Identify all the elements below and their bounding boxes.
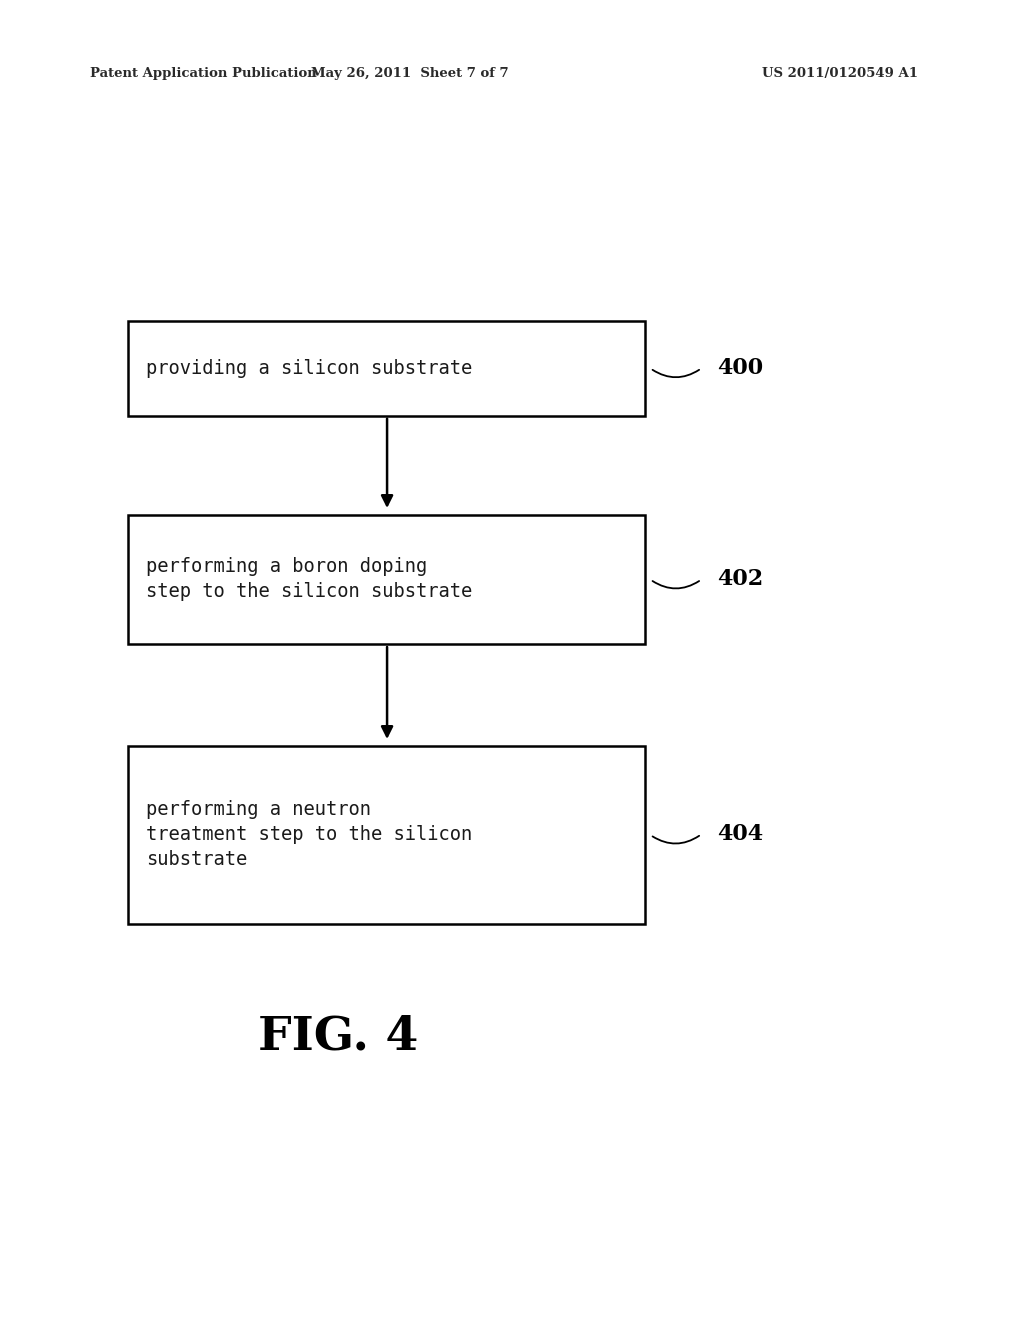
- Bar: [128, 321, 645, 416]
- Text: FIG. 4: FIG. 4: [258, 1014, 418, 1059]
- Text: US 2011/0120549 A1: US 2011/0120549 A1: [762, 67, 918, 81]
- Bar: [128, 746, 645, 924]
- Text: providing a silicon substrate: providing a silicon substrate: [146, 359, 473, 378]
- Text: 402: 402: [717, 569, 763, 590]
- Text: performing a boron doping
step to the silicon substrate: performing a boron doping step to the si…: [146, 557, 473, 602]
- Text: 400: 400: [717, 358, 763, 379]
- Bar: [128, 515, 645, 644]
- Text: Patent Application Publication: Patent Application Publication: [90, 67, 316, 81]
- Text: May 26, 2011  Sheet 7 of 7: May 26, 2011 Sheet 7 of 7: [311, 67, 508, 81]
- Text: 404: 404: [717, 824, 763, 845]
- Text: performing a neutron
treatment step to the silicon
substrate: performing a neutron treatment step to t…: [146, 800, 473, 870]
